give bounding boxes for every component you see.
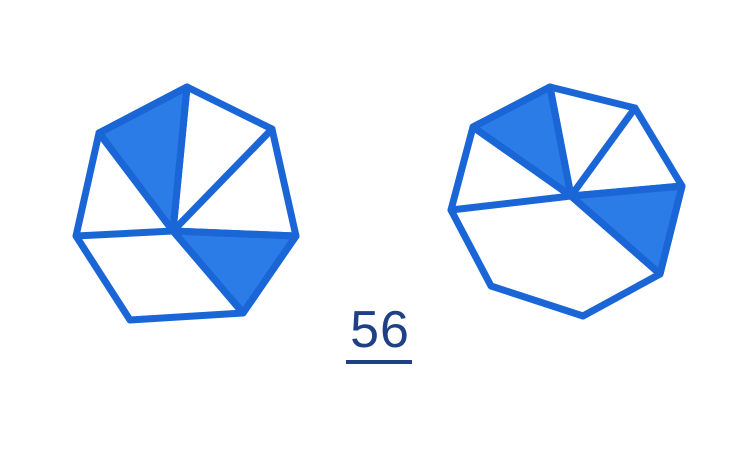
right-spoke-1 — [469, 123, 575, 200]
item-number-underline — [346, 360, 412, 364]
right-octagon — [447, 83, 686, 320]
left-spoke-3 — [169, 125, 276, 235]
right-spoke-6 — [447, 192, 575, 214]
left-spoke-6 — [72, 227, 177, 240]
right-spoke-4 — [567, 182, 686, 200]
left-spoke-4 — [169, 227, 300, 240]
left-spoke-5 — [169, 227, 247, 317]
right-spoke-3 — [567, 104, 639, 200]
right-spoke-5 — [567, 192, 664, 278]
left-heptagon — [72, 83, 300, 324]
left-spoke-2 — [169, 83, 191, 235]
left-spoke-1 — [95, 129, 177, 235]
left-heptagon-outline — [72, 83, 300, 324]
right-spoke-2 — [546, 83, 575, 200]
item-number: 56 — [350, 301, 410, 359]
